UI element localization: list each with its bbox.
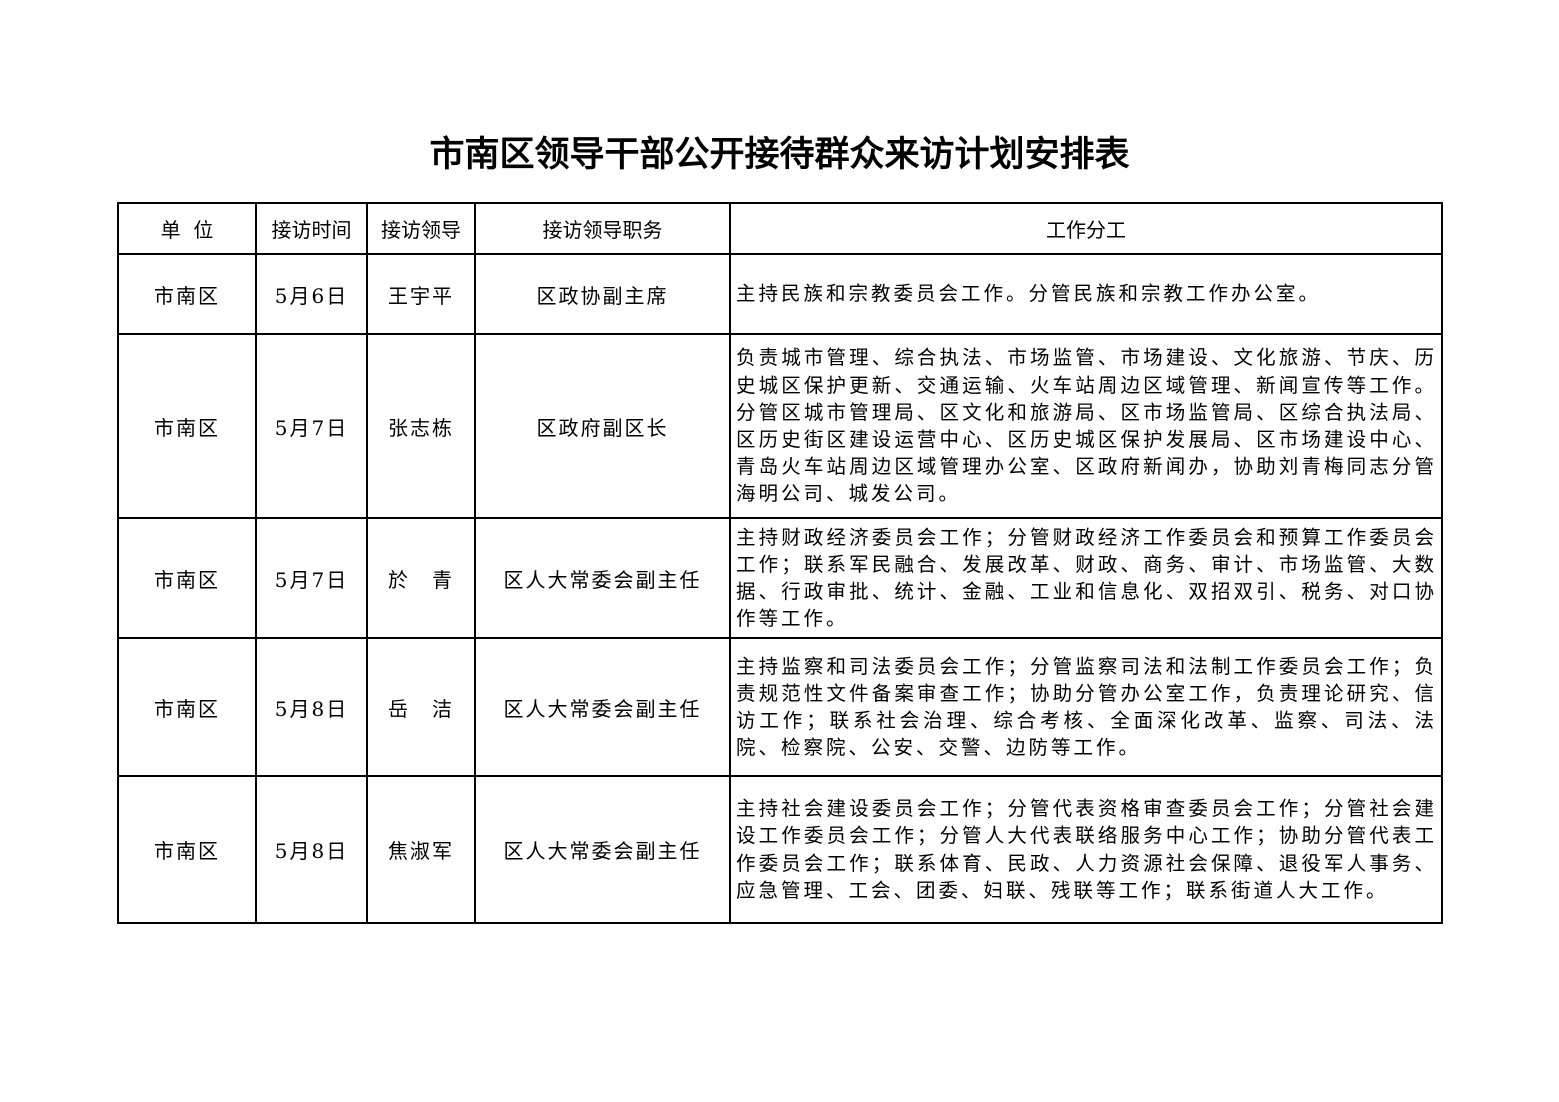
table-row: 市南区 5月7日 张志栋 区政府副区长 负责城市管理、综合执法、市场监管、市场建… (117, 333, 1443, 519)
table-row: 市南区 5月8日 焦淑军 区人大常委会副主任 主持社会建设委员会工作；分管代表资… (117, 775, 1443, 924)
table-row: 市南区 5月8日 岳 洁 区人大常委会副主任 主持监察和司法委员会工作；分管监察… (117, 637, 1443, 777)
date-cell: 5月8日 (255, 637, 368, 777)
header-row: 单 位 接访时间 接访领导 接访领导职务 工作分工 (117, 202, 1443, 255)
schedule-table: 单 位 接访时间 接访领导 接访领导职务 工作分工 市南区 5月6日 王宇平 区… (117, 202, 1443, 924)
unit-cell: 市南区 (117, 517, 257, 639)
position-cell: 区政府副区长 (474, 333, 731, 519)
duty-cell: 负责城市管理、综合执法、市场监管、市场建设、文化旅游、节庆、历史城区保护更新、交… (729, 333, 1443, 519)
duty-cell: 主持监察和司法委员会工作；分管监察司法和法制工作委员会工作；负责规范性文件备案审… (729, 637, 1443, 777)
header-date: 接访时间 (255, 202, 368, 255)
header-position: 接访领导职务 (474, 202, 731, 255)
leader-cell: 焦淑军 (366, 775, 476, 924)
leader-cell: 王宇平 (366, 253, 476, 335)
page-title: 市南区领导干部公开接待群众来访计划安排表 (429, 134, 1130, 175)
table-row: 市南区 5月7日 於 青 区人大常委会副主任 主持财政经济委员会工作；分管财政经… (117, 517, 1443, 639)
date-cell: 5月7日 (255, 517, 368, 639)
duty-cell: 主持社会建设委员会工作；分管代表资格审查委员会工作；分管社会建设工作委员会工作；… (729, 775, 1443, 924)
date-cell: 5月8日 (255, 775, 368, 924)
leader-cell: 岳 洁 (366, 637, 476, 777)
unit-cell: 市南区 (117, 253, 257, 335)
leader-cell: 於 青 (366, 517, 476, 639)
unit-cell: 市南区 (117, 775, 257, 924)
header-leader: 接访领导 (366, 202, 476, 255)
unit-cell: 市南区 (117, 333, 257, 519)
header-duty: 工作分工 (729, 202, 1443, 255)
table-row: 市南区 5月6日 王宇平 区政协副主席 主持民族和宗教委员会工作。分管民族和宗教… (117, 253, 1443, 335)
position-cell: 区人大常委会副主任 (474, 775, 731, 924)
leader-cell: 张志栋 (366, 333, 476, 519)
duty-cell: 主持财政经济委员会工作；分管财政经济工作委员会和预算工作委员会工作；联系军民融合… (729, 517, 1443, 639)
duty-cell: 主持民族和宗教委员会工作。分管民族和宗教工作办公室。 (729, 253, 1443, 335)
date-cell: 5月6日 (255, 253, 368, 335)
unit-cell: 市南区 (117, 637, 257, 777)
position-cell: 区人大常委会副主任 (474, 637, 731, 777)
position-cell: 区政协副主席 (474, 253, 731, 335)
date-cell: 5月7日 (255, 333, 368, 519)
position-cell: 区人大常委会副主任 (474, 517, 731, 639)
header-unit: 单 位 (117, 202, 257, 255)
